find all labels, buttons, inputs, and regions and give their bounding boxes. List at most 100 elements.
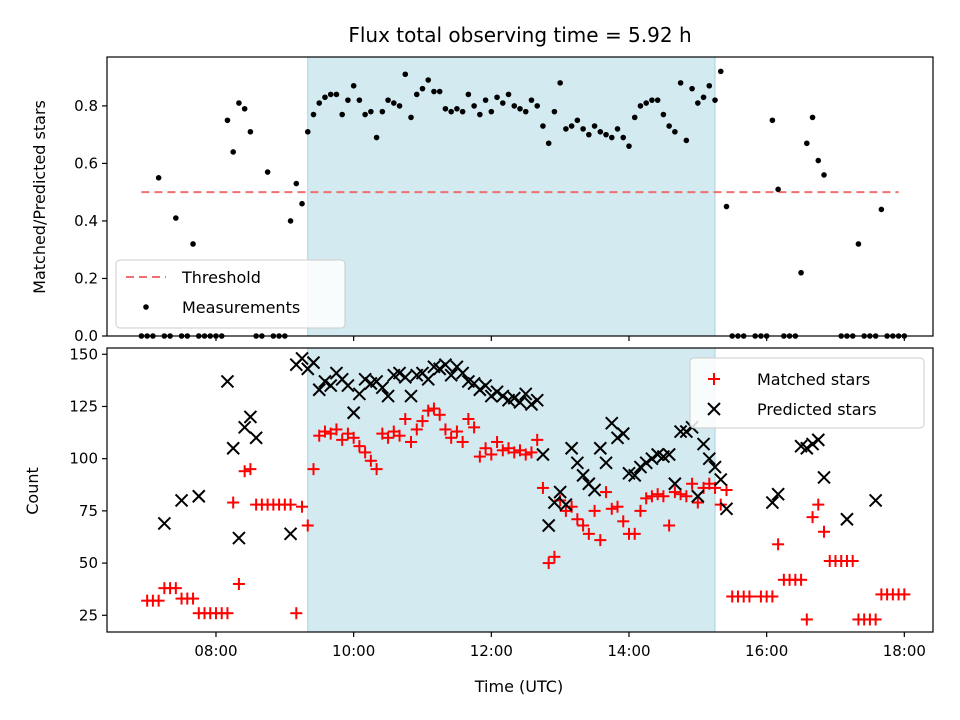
predicted-star-point xyxy=(765,495,780,510)
predicted-star-point xyxy=(800,441,814,455)
predicted-star-point xyxy=(564,441,579,455)
measurement-point xyxy=(878,206,885,213)
matched-star-point xyxy=(743,590,756,603)
predicted-star-point xyxy=(507,391,521,405)
measurement-point xyxy=(373,134,380,141)
measurement-point xyxy=(649,97,655,103)
matched-star-point xyxy=(433,408,446,421)
matched-star-point xyxy=(869,613,882,626)
measurement-point xyxy=(316,100,323,106)
measurement-point xyxy=(717,68,724,75)
predicted-star-point xyxy=(559,497,573,512)
predicted-star-point xyxy=(610,431,625,445)
measurement-point xyxy=(804,140,810,147)
measurement-point xyxy=(855,241,862,247)
predicted-star-point xyxy=(702,451,716,466)
predicted-star-point xyxy=(553,485,567,499)
measurement-point xyxy=(396,103,403,109)
measurement-point xyxy=(368,108,374,115)
predicted-star-point xyxy=(817,470,831,485)
matched-star-point xyxy=(600,486,613,499)
legend-threshold-label: Threshold xyxy=(181,268,261,287)
predicted-star-point xyxy=(226,441,240,455)
measurement-point xyxy=(712,97,718,103)
measurement-point xyxy=(431,88,437,95)
predicted-stars-points xyxy=(157,351,883,545)
x-tick-label: 10:00 xyxy=(332,642,375,660)
top-legend: Threshold Measurements xyxy=(115,259,346,329)
predicted-star-point xyxy=(444,368,458,382)
x-tick-label: 12:00 xyxy=(470,642,513,660)
bottom-y-tick-label: 50 xyxy=(79,554,98,572)
bottom-y-tick-label: 75 xyxy=(79,502,98,520)
predicted-star-point xyxy=(352,387,367,401)
predicted-star-point xyxy=(673,424,688,439)
matched-star-point xyxy=(571,513,584,526)
predicted-star-point xyxy=(237,420,252,435)
measurement-point xyxy=(654,97,661,103)
matched-star-point xyxy=(359,446,372,459)
predicted-star-point xyxy=(605,416,619,430)
measurement-point xyxy=(597,128,604,135)
matched-star-point xyxy=(318,425,331,438)
matched-star-point xyxy=(422,404,435,417)
predicted-star-point xyxy=(398,370,412,384)
matched-star-point xyxy=(645,490,658,503)
matched-star-point xyxy=(485,448,498,461)
measurement-point xyxy=(459,108,466,115)
matched-star-point xyxy=(691,496,704,509)
matched-star-point xyxy=(399,413,412,425)
measurement-point xyxy=(230,149,236,155)
matched-star-point xyxy=(427,402,440,415)
legend-measurements-swatch xyxy=(143,304,149,310)
matched-star-point xyxy=(382,431,395,444)
measurement-point xyxy=(442,105,449,112)
matched-star-point xyxy=(410,423,423,436)
matched-star-point xyxy=(227,496,240,509)
predicted-star-point xyxy=(432,362,447,376)
x-tick-label: 14:00 xyxy=(607,642,650,660)
measurement-point xyxy=(322,94,328,101)
predicted-star-point xyxy=(840,512,854,526)
bottom-legend-box xyxy=(689,357,925,429)
measurement-point xyxy=(408,114,414,121)
measurement-point xyxy=(517,105,523,112)
matched-star-point xyxy=(336,433,349,446)
predicted-star-point xyxy=(519,387,533,401)
matched-star-point xyxy=(462,413,475,425)
predicted-star-point xyxy=(645,451,659,466)
predicted-star-point xyxy=(593,441,608,455)
legend-matched-swatch xyxy=(708,373,720,385)
predicted-star-point xyxy=(473,383,487,397)
top-y-ticks: 0.0 0.2 0.4 0.6 0.8 xyxy=(74,97,107,345)
matched-star-point xyxy=(846,555,859,567)
predicted-star-point xyxy=(220,374,235,389)
matched-star-point xyxy=(617,515,630,528)
matched-star-point xyxy=(634,504,647,517)
matched-star-point xyxy=(508,446,521,459)
x-tick-label: 16:00 xyxy=(745,642,788,660)
matched-star-point xyxy=(542,557,555,570)
matched-star-point xyxy=(307,463,320,476)
matched-star-point xyxy=(628,527,641,540)
measurement-point xyxy=(528,97,535,103)
predicted-star-point xyxy=(616,426,630,441)
top-legend-box xyxy=(115,259,346,329)
predicted-star-point xyxy=(696,437,711,451)
matched-star-point xyxy=(364,454,377,467)
measurement-point xyxy=(499,100,506,106)
matched-star-point xyxy=(232,577,245,590)
measurement-point xyxy=(574,117,581,124)
measurement-point xyxy=(293,180,300,187)
matched-star-point xyxy=(519,448,532,461)
predicted-star-point xyxy=(668,477,682,491)
matched-star-point xyxy=(450,425,463,438)
matched-star-point xyxy=(439,423,452,436)
measurement-point xyxy=(356,97,363,103)
measurement-point xyxy=(465,91,472,98)
predicted-star-point xyxy=(341,378,355,393)
predicted-star-point xyxy=(312,383,326,397)
predicted-star-point xyxy=(243,410,258,424)
predicted-star-point xyxy=(530,393,544,407)
